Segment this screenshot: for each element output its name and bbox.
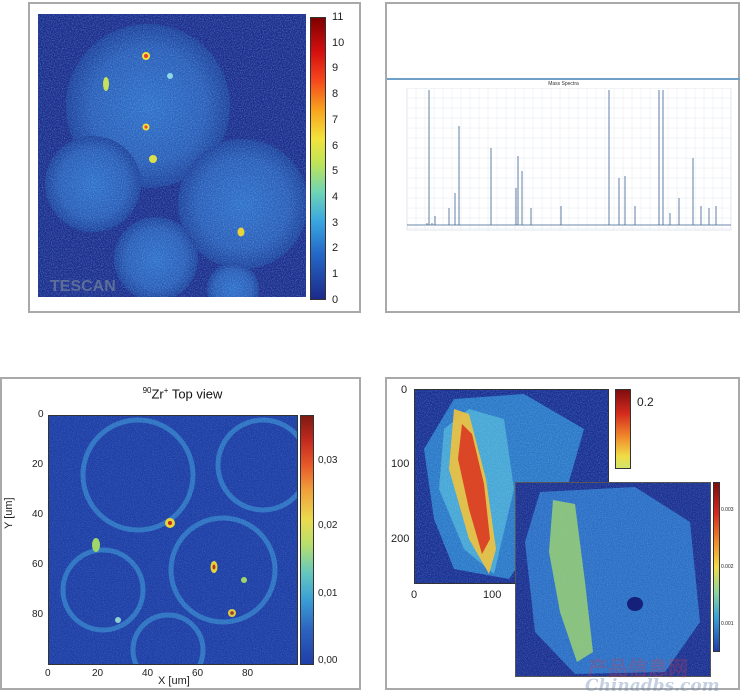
inset-map-frame xyxy=(515,482,711,677)
sem-map-panel: TESCAN 11 10 9 8 7 6 5 4 3 2 1 0 xyxy=(28,2,361,313)
inset-map-image xyxy=(515,482,711,677)
x-tick: 40 xyxy=(142,668,154,679)
y-tick: 60 xyxy=(32,559,44,570)
colorbar-tick: 1 xyxy=(332,268,339,280)
isotope-mass: 90 xyxy=(142,386,152,395)
colorbar-tick: 7 xyxy=(332,113,339,126)
zr-top-view-panel: 90Zr+ Top view Y [um] X xyxy=(0,377,361,690)
y-tick: 0 xyxy=(38,409,44,420)
x-axis-label: X [um] xyxy=(158,675,190,687)
colorbar-tick: 8 xyxy=(332,88,339,101)
hotspot xyxy=(168,521,172,525)
sem-colorbar-ticks: 11 10 9 8 7 6 5 4 3 2 1 0 xyxy=(332,11,360,306)
zr-plot-title: 90Zr+ Top view xyxy=(2,386,363,401)
hotspot xyxy=(167,73,173,79)
x-tick: 0 xyxy=(411,589,418,601)
y-tick: 20 xyxy=(32,459,44,470)
y-tick: 40 xyxy=(32,509,44,520)
zr-axes-frame xyxy=(48,415,298,665)
colorbar-tick: 0,03 xyxy=(318,455,338,466)
tescan-logo-text: TESCAN xyxy=(50,278,116,295)
colorbar-tick: 0,01 xyxy=(318,588,338,599)
x-tick: 80 xyxy=(242,668,254,679)
mass-spectra-panel: Mass Spectra xyxy=(385,2,740,313)
zr-map-image xyxy=(48,415,298,665)
watermark-cn: 产品信息网 xyxy=(588,656,688,680)
colorbar-tick: 3 xyxy=(332,216,339,229)
watermark-url: Chinadbs.com xyxy=(585,676,720,696)
colorbar-tick: 0 xyxy=(332,293,339,306)
y-tick: 0 xyxy=(401,384,408,396)
hotspot xyxy=(115,617,121,623)
hotspot xyxy=(237,227,245,237)
colorbar-tick: 5 xyxy=(332,165,339,178)
colorbar-tick: 11 xyxy=(332,11,344,23)
y-tick: 200 xyxy=(391,533,410,545)
colorbar-tick: 0,02 xyxy=(318,520,338,531)
zr-colorbar xyxy=(300,415,314,665)
dark-pore xyxy=(627,597,643,611)
overlay-map-panel: 0 100 200 0 100 0.2 0.003 0.002 0.001 xyxy=(385,377,740,690)
x-tick: 20 xyxy=(92,668,104,679)
hotspot xyxy=(212,564,216,570)
back-colorbar xyxy=(615,389,631,469)
inset-colorbar-tick: 0.001 xyxy=(721,621,734,627)
hotspot xyxy=(230,611,234,615)
hotspot xyxy=(144,54,148,58)
y-tick: 80 xyxy=(32,609,44,620)
hotspot xyxy=(144,125,148,129)
inset-colorbar-tick: 0.003 xyxy=(721,507,734,513)
colorbar-tick: 0,00 xyxy=(318,655,338,666)
bright-region xyxy=(549,500,593,662)
hotspot xyxy=(103,77,109,91)
x-tick: 100 xyxy=(483,589,502,601)
hotspot xyxy=(241,577,247,583)
sem-map-image: TESCAN xyxy=(38,14,306,297)
colorbar-tick: 2 xyxy=(332,242,339,255)
inset-colorbar xyxy=(713,482,720,652)
y-axis-label: Y [um] xyxy=(3,497,15,529)
sem-colorbar xyxy=(310,17,326,300)
colorbar-tick: 6 xyxy=(332,139,339,152)
mass-spectra-chart xyxy=(406,88,732,231)
inset-colorbar-tick: 0.002 xyxy=(721,564,734,570)
ion-charge: + xyxy=(163,386,169,395)
y-tick: 100 xyxy=(391,458,410,470)
title-rest: Top view xyxy=(168,386,223,402)
colorbar-top-value: 0.2 xyxy=(637,395,654,409)
mass-spectra-title: Mass Spectra xyxy=(548,81,579,87)
x-tick: 0 xyxy=(45,668,51,679)
element-symbol: Zr xyxy=(151,386,164,402)
colorbar-tick: 9 xyxy=(332,62,339,75)
hotspot xyxy=(149,155,157,163)
colorbar-tick: 10 xyxy=(332,36,345,49)
x-tick: 60 xyxy=(192,668,204,679)
colorbar-tick: 4 xyxy=(332,190,339,203)
spectra-peaks xyxy=(426,90,717,225)
hot-streak-core xyxy=(458,424,490,554)
mass-spectra-topline xyxy=(387,78,740,80)
hotspot xyxy=(92,538,100,552)
